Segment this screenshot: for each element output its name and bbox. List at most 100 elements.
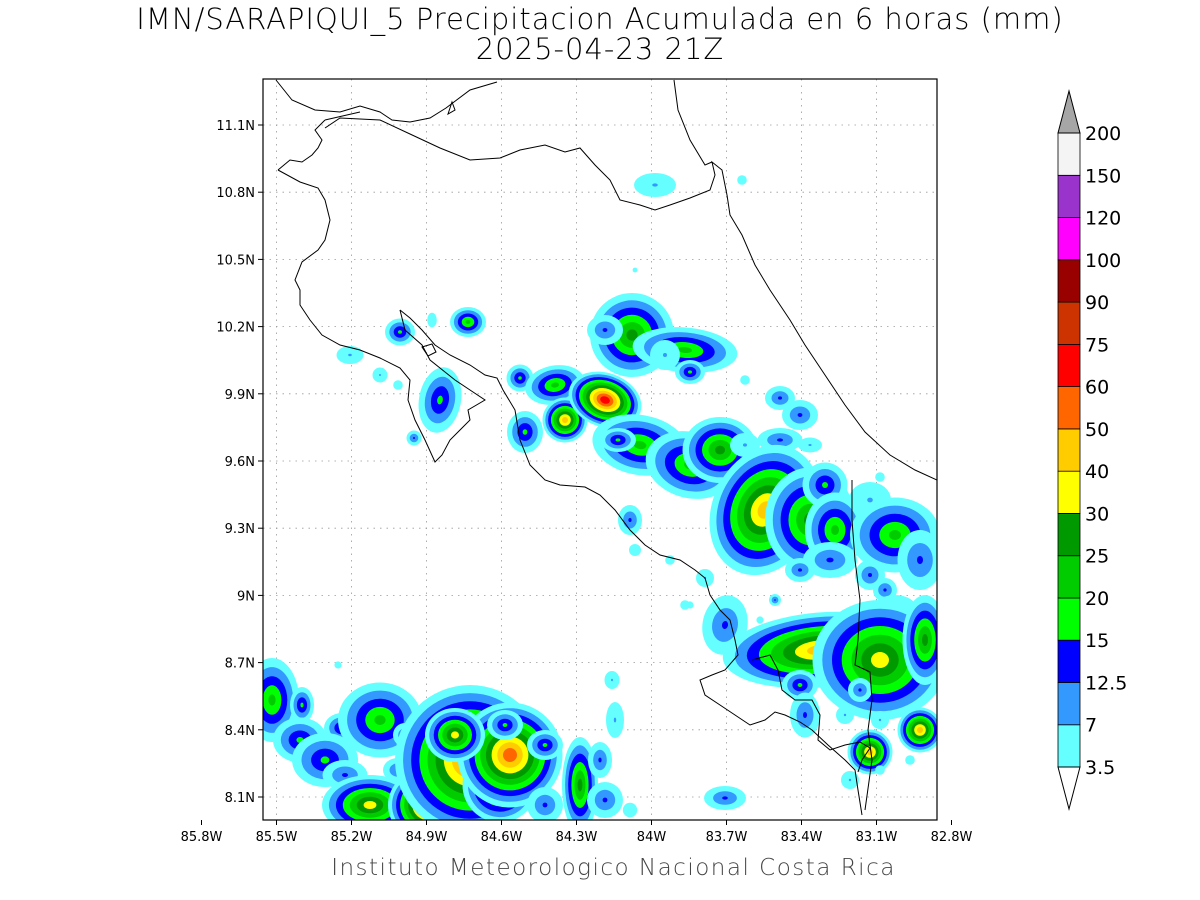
rain-contour [774, 599, 776, 601]
colorbar-bin [1057, 639, 1081, 683]
map-title-line1: IMN/SARAPIQUI_5 Precipitacion Acumulada … [136, 2, 1064, 36]
rain-cell [836, 706, 854, 724]
rain-contour [363, 801, 377, 809]
rain-contour [688, 370, 692, 374]
rain-contour [868, 573, 872, 577]
nicaragua-border [324, 111, 728, 211]
rain-contour [518, 376, 522, 380]
rain-cell [737, 175, 747, 185]
colorbar-label: 100 [1085, 250, 1121, 272]
map-title-line2: 2025-04-23 21Z [475, 32, 725, 66]
rain-contour [652, 183, 658, 187]
colorbar-label: 3.5 [1085, 757, 1115, 779]
rain-cell [406, 430, 422, 446]
rain-contour [883, 588, 887, 592]
rain-cell [841, 771, 859, 789]
rain-contour [577, 778, 583, 792]
nicoya-gulf [399, 309, 863, 816]
colorbar-label: 90 [1085, 292, 1109, 314]
colorbar-label: 200 [1085, 123, 1121, 145]
rain-contour [598, 757, 602, 763]
rain-cell [527, 787, 563, 820]
colorbar-label: 75 [1085, 334, 1109, 356]
rain-contour [451, 731, 459, 739]
lat-tick-label: 9.3N [225, 522, 255, 537]
rain-contour [843, 713, 847, 717]
rain-contour [778, 396, 782, 400]
rain-contour [822, 482, 828, 488]
rain-contour [715, 445, 725, 455]
rain-contour [542, 802, 548, 808]
colorbar-bin [1057, 555, 1081, 599]
colorbar-label: 7 [1085, 715, 1097, 737]
rain-contour [632, 267, 638, 273]
rain-contour [633, 440, 647, 450]
rain-contour [797, 413, 803, 417]
rain-contour [562, 417, 568, 423]
coastline-borders [275, 79, 937, 816]
rain-cell [740, 375, 750, 385]
lat-tick-label: 9.9N [225, 388, 255, 403]
rain-contour [826, 557, 834, 563]
colorbar-bin [1057, 343, 1081, 387]
lon-tick-label: 83.1W [856, 830, 898, 845]
colorbar-bin [1057, 174, 1081, 219]
colorbar-bin [1057, 259, 1081, 303]
rain-contour [737, 175, 747, 185]
rain-contour [320, 756, 330, 764]
lat-tick-label: 9.6N [225, 455, 255, 470]
rain-cell [782, 400, 818, 430]
rain-contour [628, 518, 632, 522]
colorbar-bin [1057, 217, 1081, 261]
plot-frame [262, 78, 938, 821]
rain-cell [457, 702, 563, 808]
rain-cell [418, 367, 462, 433]
rain-contour [398, 330, 402, 334]
rain-cell [790, 692, 820, 738]
rain-cell [798, 437, 822, 453]
rain-contour [602, 328, 608, 332]
colorbar-label: 60 [1085, 377, 1109, 399]
rain-contour [300, 702, 304, 708]
rain-cell [875, 472, 885, 482]
colorbar-bin [1057, 682, 1081, 726]
rain-contour [602, 797, 608, 803]
rain-contour [663, 353, 667, 357]
colorbar-bin [1057, 428, 1081, 472]
rain-cell [393, 380, 403, 390]
lon-tick-label: 85.5W [256, 830, 298, 845]
rain-contour [905, 755, 915, 765]
osa-peninsula [751, 654, 871, 773]
colorbar-bin [1057, 470, 1081, 514]
rain-contour [798, 568, 802, 572]
map-title: IMN/SARAPIQUI_5 Precipitacion Acumulada … [0, 4, 1200, 64]
rain-cell [785, 558, 815, 582]
rain-contour [756, 616, 764, 624]
latitude-labels: 11.1N 10.8N 10.5N 10.2N 9.9N 9.6N 9.3N 9N 8.7N 8.… [216, 119, 263, 806]
colorbar-bin [1057, 301, 1081, 345]
rain-cell [634, 173, 676, 197]
rain-contour [858, 688, 862, 692]
precipitation-field [263, 79, 937, 820]
rain-contour [268, 694, 276, 706]
rain-cell [425, 708, 485, 762]
rain-contour [803, 712, 807, 718]
colorbar-bin [1057, 724, 1081, 768]
rain-contour [878, 718, 882, 722]
rain-contour [502, 723, 508, 727]
rain-contour [379, 374, 381, 376]
rain-contour [348, 353, 352, 357]
rain-cell [897, 707, 937, 753]
rain-cell [588, 742, 612, 778]
rain-contour [626, 329, 638, 341]
rain-contour [740, 375, 750, 385]
rain-contour [797, 683, 803, 687]
rain-contour [808, 444, 812, 446]
rain-cell [875, 765, 885, 775]
rain-cell [871, 711, 889, 729]
rain-contour [875, 765, 885, 775]
rain-contour [615, 438, 621, 442]
rain-cell [372, 367, 388, 383]
rain-contour [777, 438, 783, 442]
rain-cell [686, 601, 694, 609]
